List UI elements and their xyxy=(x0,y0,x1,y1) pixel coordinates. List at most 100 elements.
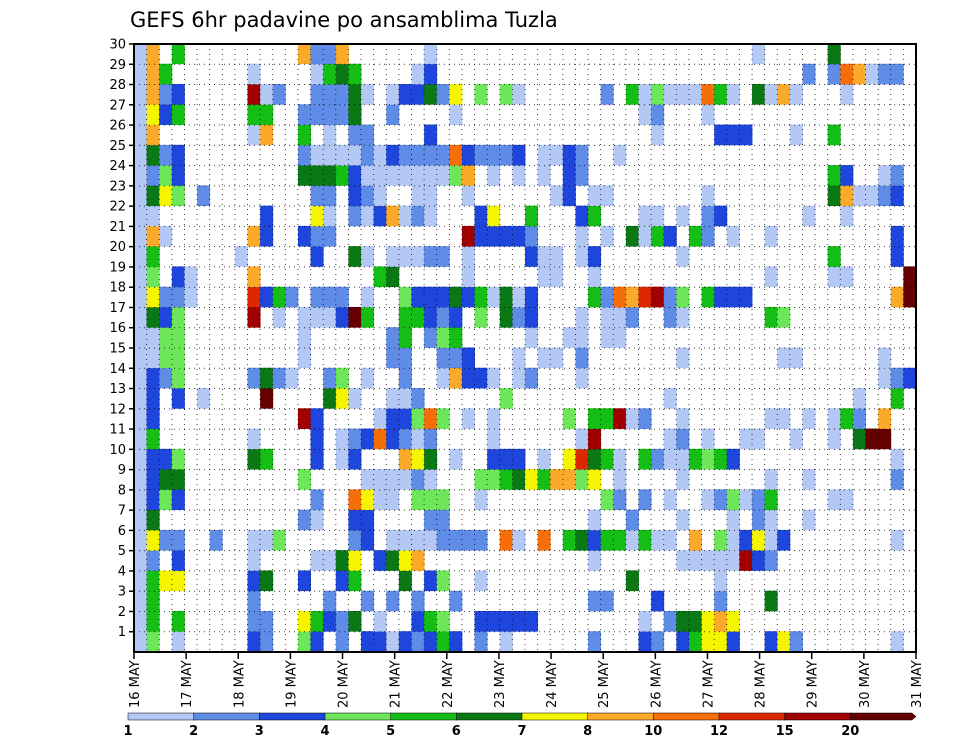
heat-cell xyxy=(575,144,589,166)
heat-cell xyxy=(739,489,753,511)
heat-cell xyxy=(348,570,362,592)
heat-cell xyxy=(436,489,450,511)
heat-cell xyxy=(701,610,715,632)
heat-cell xyxy=(449,165,463,186)
heat-cell xyxy=(436,610,450,632)
heat-cell xyxy=(752,84,766,105)
heat-cell xyxy=(625,306,639,328)
heat-cell xyxy=(260,286,274,308)
heat-cell xyxy=(827,246,841,267)
heat-cell xyxy=(625,225,639,247)
heat-cell xyxy=(499,306,513,328)
heat-cell xyxy=(310,63,324,85)
heat-cell xyxy=(878,428,892,450)
heat-cell xyxy=(361,469,375,490)
heat-cell xyxy=(499,84,513,105)
heat-cell xyxy=(688,225,702,247)
heat-cell xyxy=(487,225,501,247)
heat-cell xyxy=(310,185,324,207)
heat-cell xyxy=(134,205,148,227)
heat-cell xyxy=(386,327,400,348)
y-tick-label: 24 xyxy=(109,159,126,174)
heat-cell xyxy=(424,124,438,146)
heat-cell xyxy=(852,408,866,429)
heat-cell xyxy=(348,529,362,551)
heat-cell xyxy=(461,266,475,288)
heat-cell xyxy=(562,327,576,348)
heat-cell xyxy=(146,408,160,429)
heat-cell xyxy=(575,529,589,551)
heat-cell xyxy=(663,610,677,632)
heat-cell xyxy=(688,529,702,551)
heat-cell xyxy=(171,327,185,348)
heat-cell xyxy=(777,529,791,551)
heat-cell xyxy=(777,347,791,369)
heat-cell xyxy=(575,347,589,369)
heat-cell xyxy=(575,428,589,450)
heat-cell xyxy=(348,144,362,166)
heat-cell xyxy=(247,590,261,612)
y-tick-label: 17 xyxy=(109,301,126,316)
colorbar-swatch xyxy=(587,712,654,721)
heat-cell xyxy=(676,610,690,632)
heat-cell xyxy=(436,286,450,308)
heat-cell xyxy=(663,84,677,105)
heat-cell xyxy=(764,225,778,247)
heat-cell xyxy=(146,428,160,450)
heat-cell xyxy=(424,246,438,267)
heat-cell xyxy=(890,225,904,247)
heat-cell xyxy=(234,246,248,267)
heat-cell xyxy=(890,631,904,652)
heat-cell xyxy=(424,306,438,328)
heat-cell xyxy=(411,610,425,632)
heat-cell xyxy=(840,185,854,207)
heat-cell xyxy=(726,610,740,632)
heat-cell xyxy=(146,144,160,166)
heat-cell xyxy=(625,570,639,592)
heat-cell xyxy=(146,266,160,288)
heat-cell xyxy=(348,104,362,125)
heat-cell xyxy=(903,286,917,308)
heat-cell xyxy=(386,529,400,551)
heat-cell xyxy=(171,43,185,65)
heat-cell xyxy=(411,63,425,85)
heat-cell xyxy=(134,347,148,369)
heat-cell xyxy=(146,205,160,227)
heat-cell xyxy=(525,469,539,490)
y-tick-label: 23 xyxy=(109,179,126,194)
heat-cell xyxy=(739,550,753,571)
heat-cell xyxy=(663,529,677,551)
heat-cell xyxy=(297,408,311,429)
heat-cell xyxy=(625,529,639,551)
heat-cell xyxy=(361,286,375,308)
heat-cell xyxy=(890,529,904,551)
heat-cell xyxy=(651,104,665,125)
heat-cell xyxy=(714,286,728,308)
y-tick-label: 26 xyxy=(109,119,126,134)
heat-cell xyxy=(134,570,148,592)
heat-cell xyxy=(651,84,665,105)
heat-cell xyxy=(638,489,652,511)
heat-cell xyxy=(499,388,513,409)
heat-cell xyxy=(436,246,450,267)
heat-cell xyxy=(297,144,311,166)
heat-cell xyxy=(487,610,501,632)
heat-cell xyxy=(361,205,375,227)
heat-cell xyxy=(373,610,387,632)
heat-cell xyxy=(436,529,450,551)
heat-cell xyxy=(726,509,740,531)
heat-cell xyxy=(638,631,652,652)
heat-cell xyxy=(562,529,576,551)
heat-cell xyxy=(474,469,488,490)
heat-cell xyxy=(398,631,412,652)
heat-cell xyxy=(373,185,387,207)
heat-cell xyxy=(726,448,740,470)
heat-cell xyxy=(487,469,501,490)
x-tick-label: 31 MAY xyxy=(910,660,925,708)
heat-cell xyxy=(159,306,173,328)
heat-cell xyxy=(348,428,362,450)
heat-cell xyxy=(411,550,425,571)
heat-cell xyxy=(739,529,753,551)
heat-cell xyxy=(613,408,627,429)
heat-cell xyxy=(297,610,311,632)
